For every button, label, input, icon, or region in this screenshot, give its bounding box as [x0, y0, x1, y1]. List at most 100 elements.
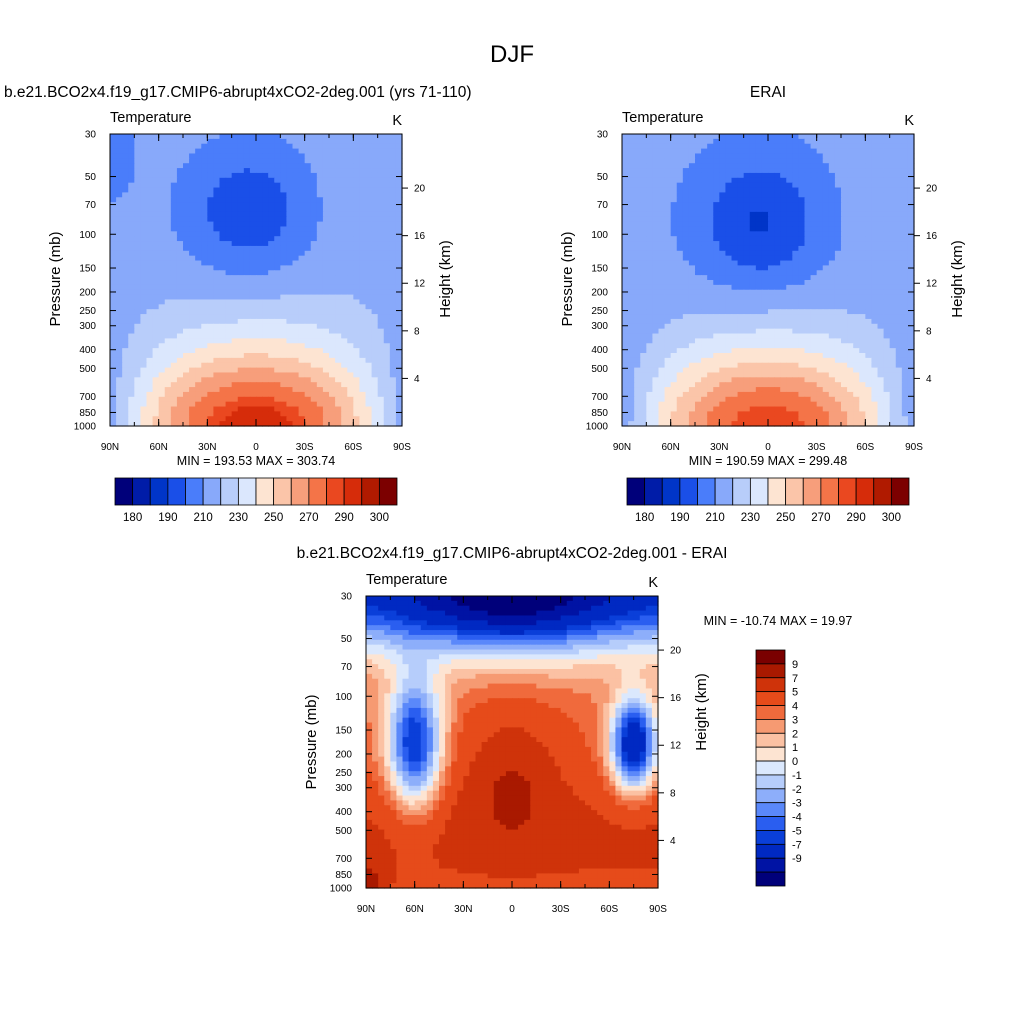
heatmap-cell [695, 250, 702, 257]
heatmap-cell [804, 314, 812, 320]
heatmap-cell [841, 197, 848, 203]
heatmap-cell [140, 260, 148, 266]
heatmap-cell [804, 211, 812, 218]
heatmap-cell [347, 362, 354, 369]
heatmap-cell [298, 353, 306, 359]
heatmap-cell [195, 250, 202, 257]
heatmap-cell [347, 338, 354, 344]
heatmap-cell [859, 250, 866, 257]
heatmap-cell [670, 143, 678, 150]
heatmap-cell [877, 148, 885, 155]
heatmap-cell [146, 221, 154, 228]
heatmap-cell [804, 221, 812, 228]
heatmap-cell [213, 260, 221, 266]
heatmap-cell [292, 318, 300, 325]
heatmap-cell [707, 260, 714, 266]
heatmap-cell [652, 192, 660, 198]
heatmap-cell [792, 255, 800, 262]
heatmap-cell [389, 406, 397, 412]
heatmap-cell [195, 280, 202, 286]
heatmap-cell [755, 153, 763, 159]
heatmap-cell [640, 255, 647, 262]
heatmap-cell [329, 134, 336, 140]
heatmap-cell [219, 221, 227, 228]
heatmap-cell [395, 182, 403, 189]
heatmap-cell [804, 153, 812, 159]
heatmap-cell [219, 241, 227, 247]
heatmap-cell [322, 207, 330, 213]
heatmap-cell [664, 138, 672, 145]
heatmap-cell [804, 304, 812, 310]
heatmap-cell [871, 143, 879, 150]
heatmap-cell [847, 148, 854, 155]
heatmap-cell [859, 289, 866, 296]
heatmap-cell [676, 153, 684, 159]
heatmap-cell [176, 158, 184, 164]
heatmap-cell [256, 387, 263, 393]
heatmap-cell [798, 255, 806, 262]
heatmap-cell [140, 138, 148, 145]
heatmap-cell [268, 377, 275, 383]
heatmap-cell [268, 245, 275, 252]
heatmap-cell [804, 138, 812, 145]
heatmap-cell [640, 250, 647, 257]
heatmap-cell [901, 299, 909, 305]
heatmap-cell [719, 168, 727, 174]
heatmap-cell [347, 343, 354, 349]
heatmap-cell [719, 299, 727, 305]
heatmap-cell [122, 377, 129, 383]
heatmap-cell [110, 421, 117, 427]
heatmap-cell [768, 221, 775, 228]
heatmap-cell [664, 314, 672, 320]
heatmap-cell [219, 377, 227, 383]
heatmap-cell [395, 387, 403, 393]
heatmap-cell [280, 172, 288, 179]
heatmap-cell [134, 343, 142, 349]
heatmap-cell [292, 377, 300, 383]
heatmap-cell [810, 304, 818, 310]
heatmap-cell [322, 314, 330, 320]
heatmap-cell [292, 187, 300, 193]
heatmap-cell [243, 353, 251, 359]
heatmap-cell [658, 148, 666, 155]
heatmap-cell [256, 284, 263, 291]
heatmap-cell [658, 280, 666, 286]
heatmap-cell [274, 304, 281, 310]
heatmap-cell [176, 333, 184, 339]
heatmap-cell [707, 172, 714, 179]
heatmap-cell [262, 143, 269, 150]
heatmap-cell [341, 236, 348, 242]
heatmap-cell [371, 289, 379, 296]
heatmap-cell [695, 216, 702, 223]
heatmap-cell [219, 202, 227, 208]
heatmap-cell [146, 294, 154, 301]
heatmap-cell [853, 143, 860, 150]
heatmap-cell [701, 158, 708, 164]
heatmap-cell [365, 168, 373, 174]
colorbar-box [220, 477, 239, 506]
heatmap-cell [395, 318, 403, 325]
heatmap-cell [383, 406, 391, 412]
heatmap-cell [207, 309, 215, 315]
heatmap-cell [116, 421, 123, 427]
heatmap-cell [768, 192, 775, 198]
heatmap-cell [853, 280, 860, 286]
heatmap-cell [243, 172, 251, 179]
heatmap-cell [646, 299, 654, 305]
heatmap-cell [195, 343, 202, 349]
heatmap-cell [865, 177, 873, 184]
heatmap-cell [116, 367, 123, 374]
heatmap-cell [658, 231, 666, 237]
heatmap-cell [134, 177, 142, 184]
heatmap-cell [347, 280, 354, 286]
heatmap-cell [195, 318, 202, 325]
heatmap-cell [359, 348, 367, 354]
heatmap-cell [110, 255, 117, 262]
heatmap-cell [189, 250, 196, 257]
heatmap-cell [146, 172, 154, 179]
heatmap-cell [189, 134, 196, 140]
heatmap-cell [389, 172, 397, 179]
heatmap-cell [695, 143, 702, 150]
heatmap-cell [249, 299, 257, 305]
heatmap-cell [853, 309, 860, 315]
